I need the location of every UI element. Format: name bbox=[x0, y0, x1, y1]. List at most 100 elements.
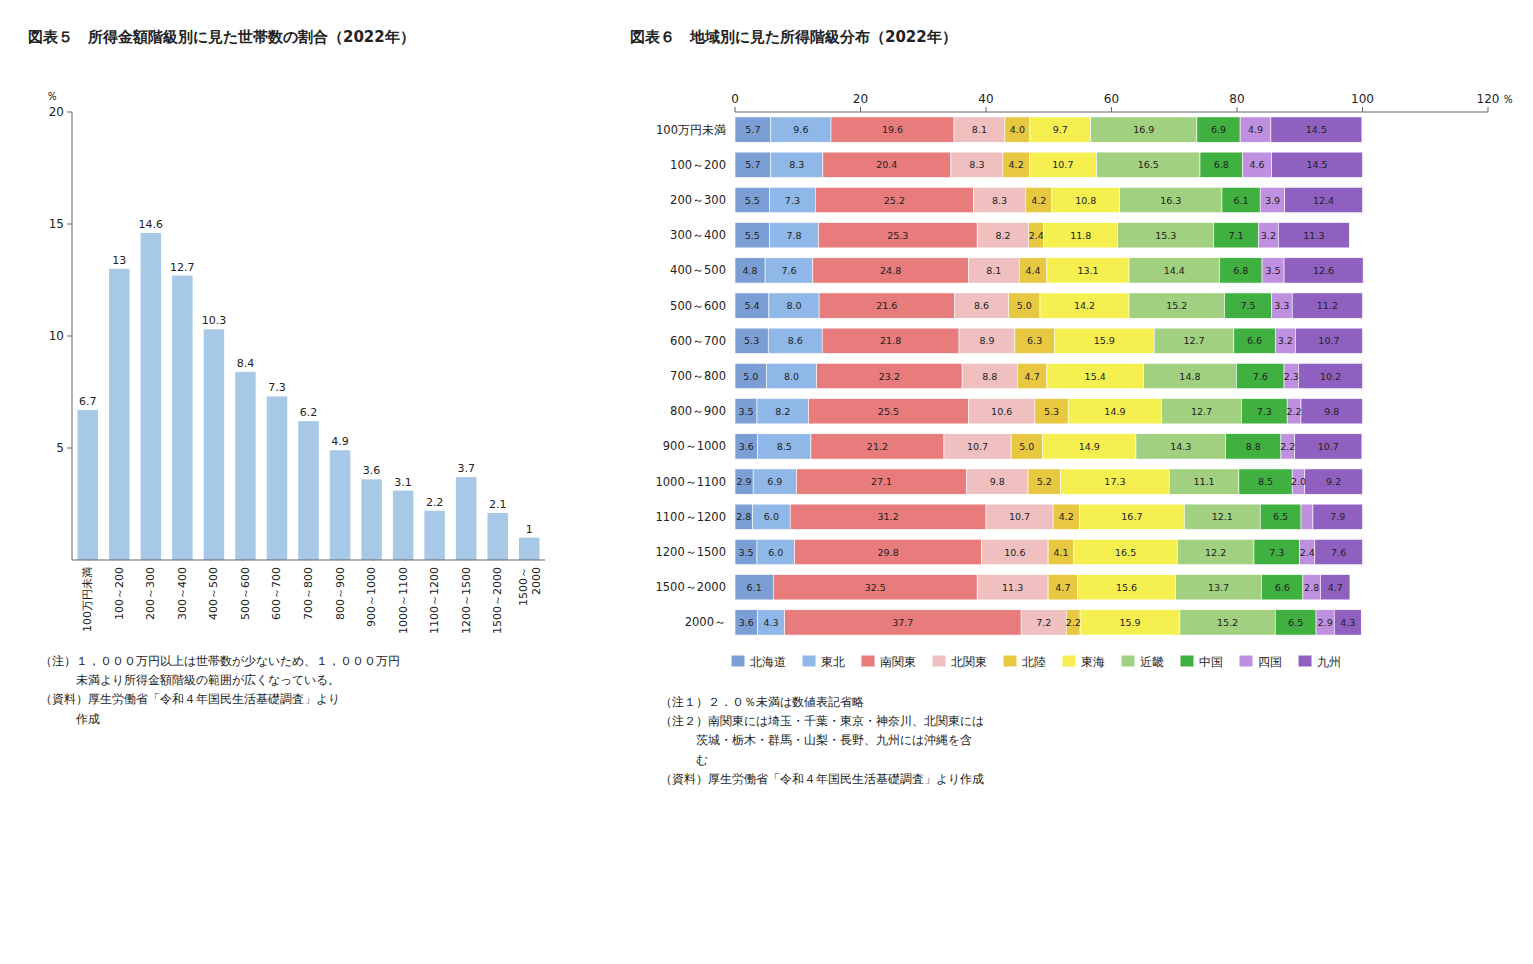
data-label: 4.7 bbox=[1055, 582, 1070, 593]
data-label: 21.2 bbox=[867, 441, 888, 452]
data-label: 10.8 bbox=[1075, 195, 1096, 206]
data-label: 10.7 bbox=[1318, 335, 1339, 346]
data-label: 11.2 bbox=[1317, 300, 1338, 311]
bar-segment bbox=[1200, 152, 1243, 177]
data-label: 11.1 bbox=[1193, 476, 1214, 487]
bar-segment bbox=[1287, 399, 1301, 424]
annotation-line: （資料）厚生労働省「令和４年国民生活基礎調査」より bbox=[40, 692, 340, 706]
bar-segment bbox=[1154, 328, 1234, 353]
bar-segment bbox=[1214, 223, 1259, 248]
legend-label: 中国 bbox=[1199, 655, 1223, 669]
bar bbox=[424, 511, 444, 560]
bar-segment bbox=[1177, 539, 1254, 564]
data-label: 4.3 bbox=[764, 617, 779, 628]
data-label: 20.4 bbox=[876, 159, 897, 170]
bar-segment bbox=[1080, 610, 1180, 635]
bar-segment bbox=[1047, 258, 1129, 283]
x-tick-label-line: 2000 bbox=[529, 567, 542, 595]
data-label: 7.8 bbox=[786, 230, 801, 241]
data-label: 4.9 bbox=[1248, 124, 1263, 135]
data-label: 2.2 bbox=[426, 496, 444, 509]
data-label: 8.3 bbox=[789, 159, 804, 170]
y-tick bbox=[67, 224, 72, 225]
data-label: 7.1 bbox=[1229, 230, 1244, 241]
legend-label: 九州 bbox=[1317, 655, 1341, 669]
data-label: 8.1 bbox=[972, 124, 987, 135]
legend-label: 東北 bbox=[821, 655, 845, 669]
y-tick bbox=[67, 336, 72, 337]
y-tick-label: 1500～2000 bbox=[655, 580, 726, 594]
data-label: 5.0 bbox=[743, 371, 758, 382]
bar-segment bbox=[1241, 399, 1287, 424]
bar-segment bbox=[813, 258, 969, 283]
bar-segment bbox=[1271, 117, 1362, 142]
data-label: 9.7 bbox=[1053, 124, 1068, 135]
bar-segment bbox=[1240, 117, 1271, 142]
data-label: 4.4 bbox=[1026, 265, 1041, 276]
data-label: 8.3 bbox=[969, 159, 984, 170]
bar-segment bbox=[1243, 152, 1272, 177]
bar-segment bbox=[735, 223, 770, 248]
data-label: 4.1 bbox=[1053, 547, 1068, 558]
chart-title: 図表５ 所得金額階級別に見た世帯数の割合（2022年） bbox=[28, 28, 415, 46]
bar-segment bbox=[817, 363, 963, 388]
bar-segment bbox=[1301, 399, 1362, 424]
bar-segment bbox=[757, 399, 808, 424]
bar bbox=[519, 538, 539, 560]
data-label: 5.5 bbox=[745, 195, 760, 206]
data-label: 12.2 bbox=[1205, 547, 1226, 558]
bar-segment bbox=[735, 152, 771, 177]
annotation-line: （注）１，０００万円以上は世帯数が少ないため、１，０００万円 bbox=[40, 654, 400, 668]
y-axis-label: ％ bbox=[46, 89, 58, 103]
bar-segment bbox=[785, 610, 1022, 635]
bar-segment bbox=[1048, 539, 1074, 564]
data-label: 7.3 bbox=[1269, 547, 1284, 558]
data-label: 2.9 bbox=[1318, 617, 1333, 628]
legend-label: 近畿 bbox=[1140, 655, 1164, 669]
data-label: 2.2 bbox=[1287, 406, 1302, 417]
data-label: 7.6 bbox=[1253, 371, 1268, 382]
x-tick-label: 1000～1100 bbox=[397, 567, 410, 634]
x-tick-label: 700～800 bbox=[302, 567, 315, 620]
bar-segment bbox=[811, 434, 944, 459]
bar-segment bbox=[1300, 539, 1315, 564]
bar-segment bbox=[1261, 575, 1302, 600]
bar-segment bbox=[735, 328, 768, 353]
data-label: 14.3 bbox=[1170, 441, 1191, 452]
data-label: 6.9 bbox=[1211, 124, 1226, 135]
y-tick-label: 1000～1100 bbox=[655, 475, 726, 489]
bar-segment bbox=[1281, 434, 1295, 459]
bar-segment bbox=[1030, 117, 1091, 142]
legend-label: 南関東 bbox=[880, 655, 916, 669]
bar-segment bbox=[768, 328, 822, 353]
bar-segment bbox=[796, 469, 966, 494]
data-label: 15.2 bbox=[1166, 300, 1187, 311]
bar bbox=[487, 513, 507, 560]
data-label: 6.2 bbox=[300, 406, 318, 419]
bar-segment bbox=[765, 258, 813, 283]
bar-segment bbox=[758, 434, 811, 459]
data-label: 5.3 bbox=[744, 335, 759, 346]
annotation: （注１）２．０％未満は数値表記省略（注２）南関東には埼玉・千葉・東京・神奈川、北… bbox=[660, 695, 984, 786]
bar-segment bbox=[967, 469, 1028, 494]
bar-segment bbox=[1044, 223, 1118, 248]
data-label: 3.2 bbox=[1261, 230, 1276, 241]
data-label: 12.6 bbox=[1313, 265, 1334, 276]
data-label: 7.5 bbox=[1240, 300, 1255, 311]
data-label: 6.7 bbox=[79, 395, 97, 408]
data-label: 5.4 bbox=[744, 300, 759, 311]
x-tick-label: 1500～2000 bbox=[491, 567, 504, 634]
x-tick-label: 200～300 bbox=[144, 567, 157, 620]
x-tick bbox=[735, 107, 736, 112]
data-label: 4.2 bbox=[1031, 195, 1046, 206]
bar-segment bbox=[753, 504, 791, 529]
y-tick-label: 900～1000 bbox=[663, 439, 726, 453]
bar-segment bbox=[1262, 258, 1284, 283]
data-label: 12.1 bbox=[1212, 511, 1233, 522]
legend-label: 四国 bbox=[1258, 655, 1282, 669]
data-label: 2.8 bbox=[1304, 582, 1319, 593]
y-tick-label: 1200～1500 bbox=[655, 545, 726, 559]
bar-segment bbox=[1129, 293, 1224, 318]
bar-segment bbox=[1061, 469, 1170, 494]
bar-segment bbox=[735, 363, 766, 388]
